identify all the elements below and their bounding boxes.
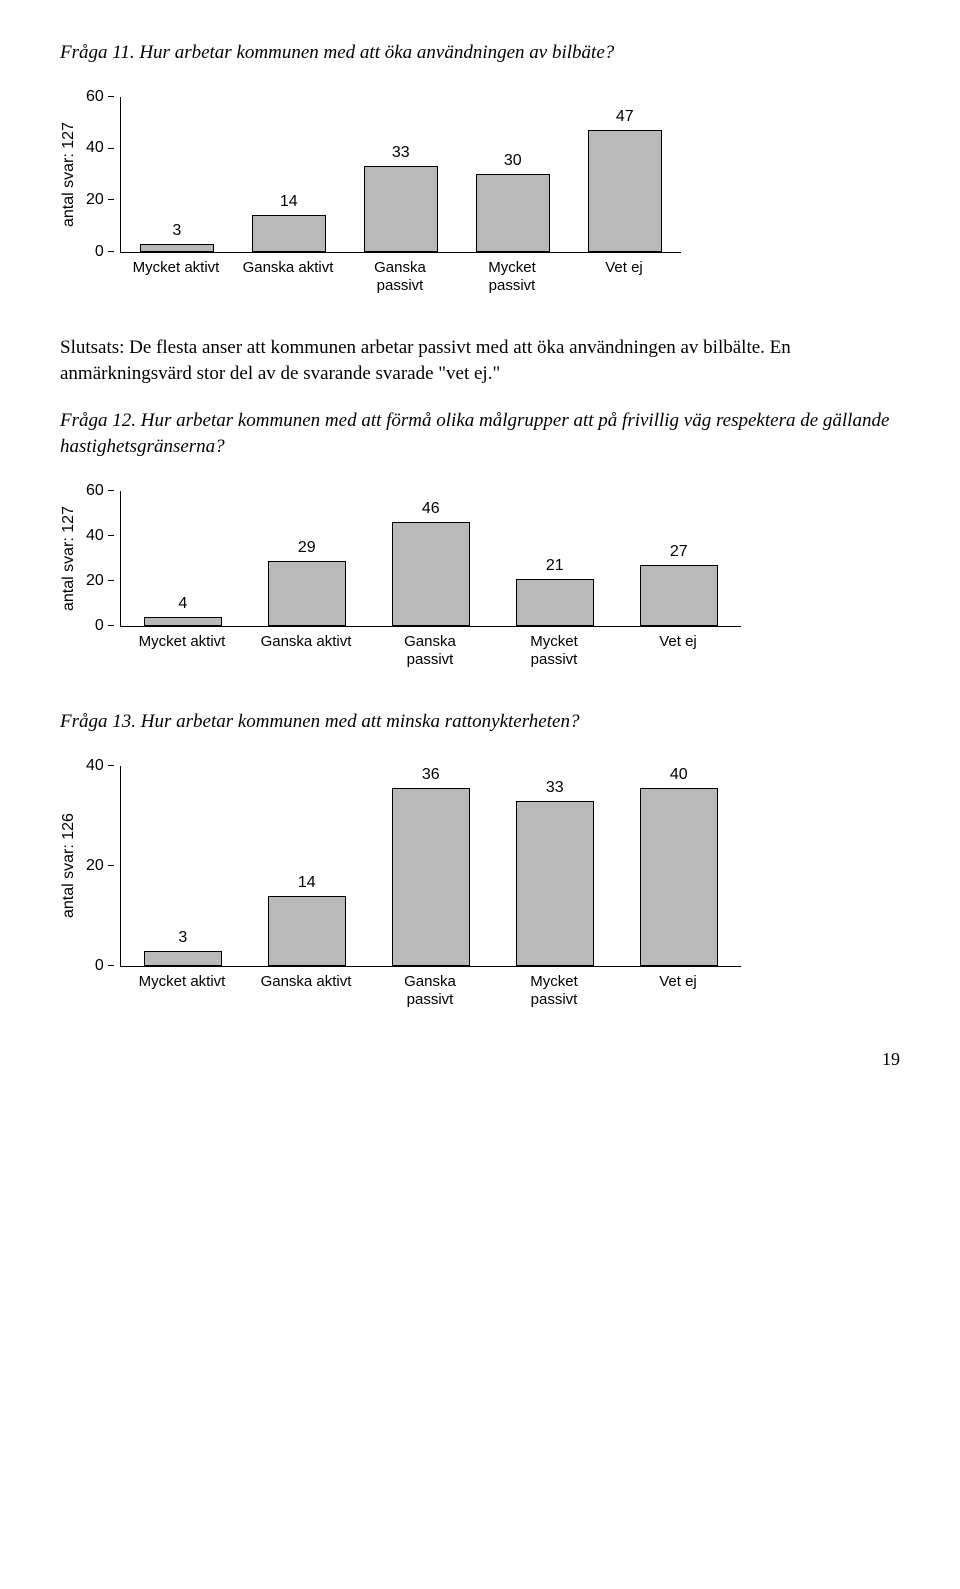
ytick-label: 60 [86,89,104,105]
bar-value-label: 14 [280,193,298,211]
xaxis-label: Vet ej [616,973,740,1009]
bar-column: 46 [369,491,493,626]
chart-yaxis: 40200 [86,766,120,966]
bar [268,561,346,626]
bar [252,215,326,251]
question-11-title: Fråga 11. Hur arbetar kommunen med att ö… [60,40,900,67]
chart-yaxis: 6040200 [86,491,120,626]
conclusion-11: Slutsats: De flesta anser att kommunen a… [60,335,900,388]
chart-plot-area: 3 14 33 30 47 [120,97,681,253]
bar [476,174,550,252]
chart-q13: antal svar: 126 40200 3 14 36 33 40 Mycket akti… [60,766,900,1009]
xaxis-label: Ganskapassivt [344,259,456,295]
bar-column: 29 [245,491,369,626]
chart-ylabel: antal svar: 126 [60,766,78,986]
ytick-label: 40 [86,758,104,774]
xaxis-label: Mycketpassivt [492,973,616,1009]
bar [364,166,438,251]
bar-column: 14 [245,766,369,966]
bar-column: 33 [493,766,617,966]
bar [144,617,222,626]
ytick-label: 20 [86,858,104,874]
bar [516,579,594,626]
xaxis-label: Ganskapassivt [368,633,492,669]
xaxis-label: Mycket aktivt [120,973,244,1009]
bar-value-label: 21 [546,557,564,575]
chart-xaxis: Mycket aktivtGanska aktivtGanskapassivtM… [120,973,740,1009]
bar-value-label: 46 [422,500,440,518]
bar-value-label: 33 [546,779,564,797]
bar [140,244,214,252]
bar [392,788,470,966]
xaxis-label: Mycket aktivt [120,259,232,295]
xaxis-label: Ganska aktivt [232,259,344,295]
xaxis-label: Mycketpassivt [492,633,616,669]
bar-column: 30 [457,97,569,252]
ytick-label: 60 [86,483,104,499]
bar-column: 21 [493,491,617,626]
bar-column: 3 [121,766,245,966]
bar-value-label: 29 [298,539,316,557]
bar-value-label: 30 [504,152,522,170]
bar-value-label: 3 [172,222,181,240]
bar-value-label: 47 [616,108,634,126]
bar-value-label: 27 [670,543,688,561]
page-number: 19 [60,1049,900,1070]
chart-xaxis: Mycket aktivtGanska aktivtGanskapassivtM… [120,259,680,295]
bar-column: 40 [617,766,741,966]
chart-ylabel: antal svar: 127 [60,491,78,646]
xaxis-label: Ganska aktivt [244,633,368,669]
chart-ylabel: antal svar: 127 [60,97,78,272]
xaxis-label: Ganska aktivt [244,973,368,1009]
bar-column: 4 [121,491,245,626]
bar [268,896,346,966]
bar-column: 14 [233,97,345,252]
ytick-label: 40 [86,528,104,544]
chart-yaxis: 6040200 [86,97,120,252]
xaxis-label: Mycketpassivt [456,259,568,295]
bar [392,522,470,626]
bar-value-label: 14 [298,874,316,892]
ytick-label: 40 [86,140,104,156]
chart-plot-area: 4 29 46 21 27 [120,491,741,627]
ytick-label: 20 [86,573,104,589]
xaxis-label: Mycket aktivt [120,633,244,669]
bar [588,130,662,251]
bar-value-label: 33 [392,144,410,162]
xaxis-label: Ganskapassivt [368,973,492,1009]
bar-column: 27 [617,491,741,626]
bar-value-label: 4 [178,595,187,613]
bar-value-label: 40 [670,766,688,784]
chart-plot-area: 3 14 36 33 40 [120,766,741,967]
bar-value-label: 3 [178,929,187,947]
xaxis-label: Vet ej [616,633,740,669]
question-12-title: Fråga 12. Hur arbetar kommunen med att f… [60,408,900,461]
xaxis-label: Vet ej [568,259,680,295]
ytick-label: 20 [86,192,104,208]
bar-column: 36 [369,766,493,966]
bar-column: 47 [569,97,681,252]
bar-value-label: 36 [422,766,440,784]
chart-q11: antal svar: 1276040200314333047Mycket ak… [60,97,900,295]
bar-column: 3 [121,97,233,252]
bar [640,788,718,966]
bar [640,565,718,626]
chart-q12: antal svar: 1276040200429462127Mycket ak… [60,491,900,669]
chart-xaxis: Mycket aktivtGanska aktivtGanskapassivtM… [120,633,740,669]
bar [144,951,222,966]
bar-column: 33 [345,97,457,252]
question-13-title: Fråga 13. Hur arbetar kommunen med att m… [60,709,900,736]
bar [516,801,594,966]
